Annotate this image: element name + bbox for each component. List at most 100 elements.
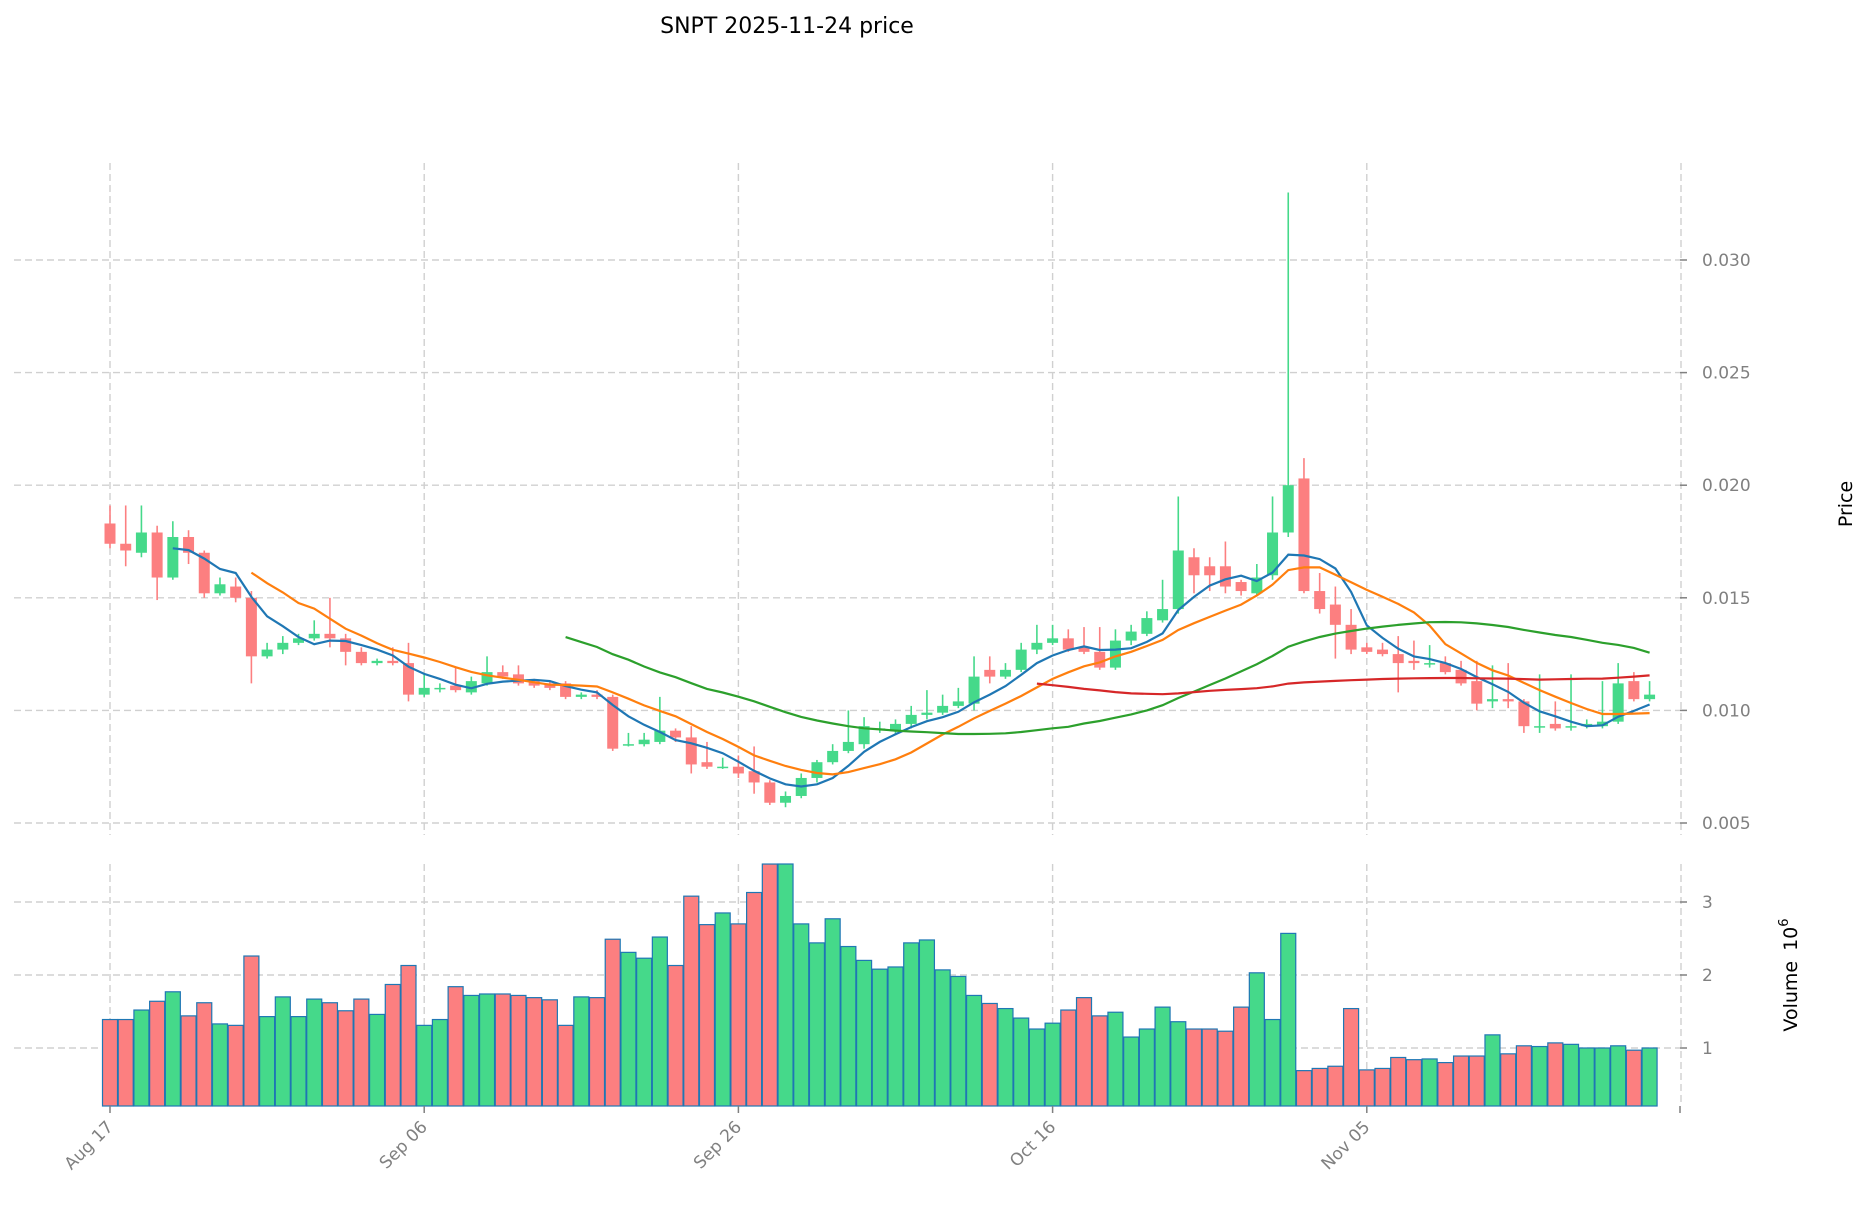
- volume-bar: [1547, 1042, 1564, 1107]
- volume-bar: [243, 955, 260, 1107]
- volume-bar: [761, 863, 778, 1107]
- ma30-line: [565, 620, 1650, 736]
- volume-bar: [1342, 1007, 1360, 1107]
- volume-bar: [1405, 1059, 1423, 1107]
- volume-bar: [1421, 1058, 1438, 1107]
- volume-bar: [1515, 1045, 1533, 1107]
- candle-body: [214, 584, 226, 594]
- volume-bar: [903, 942, 920, 1107]
- candle-body: [1314, 591, 1326, 610]
- volume-bar: [997, 1007, 1014, 1107]
- candles: [104, 192, 1656, 808]
- candle-body: [245, 597, 257, 657]
- volume-bar: [620, 951, 637, 1107]
- candle-body: [120, 543, 132, 551]
- candle-body: [261, 649, 273, 657]
- candle-body: [1078, 647, 1090, 652]
- candle-body: [890, 723, 901, 731]
- candle-body: [151, 532, 163, 578]
- x-tick-label: Sep 26: [690, 1117, 746, 1173]
- volume-bar: [1468, 1055, 1485, 1107]
- volume-bar: [1201, 1028, 1218, 1107]
- candle-body: [1267, 532, 1279, 576]
- candle-body: [1329, 604, 1341, 625]
- candle-body: [371, 660, 383, 664]
- price-axis-label: Price: [1835, 481, 1857, 527]
- volume-bar: [510, 994, 527, 1107]
- candle-body: [1424, 663, 1436, 665]
- candle-body: [324, 633, 336, 639]
- candle-body: [1534, 726, 1546, 728]
- candle-body: [1015, 649, 1027, 670]
- candle-body: [1361, 647, 1373, 652]
- volume-bar: [588, 997, 606, 1107]
- candle-body: [842, 741, 854, 751]
- volume-bar: [1358, 1069, 1375, 1107]
- volume-bar: [1484, 1034, 1501, 1107]
- volume-bar: [541, 999, 558, 1107]
- candle-body: [811, 762, 823, 778]
- volume-bar: [384, 983, 401, 1107]
- volume-bar: [368, 1013, 386, 1107]
- candle-body: [1251, 577, 1263, 594]
- candle-body: [638, 739, 650, 745]
- volume-bar: [463, 994, 480, 1107]
- candle-body: [497, 672, 509, 677]
- candle-body: [277, 642, 289, 650]
- candle-body: [1109, 640, 1121, 668]
- candle-body: [1581, 723, 1593, 727]
- volume-bar: [1044, 1022, 1061, 1107]
- candle-body: [732, 766, 744, 774]
- candle-body: [905, 714, 917, 724]
- volume-tick-label: 3: [1702, 893, 1713, 913]
- candle-body: [780, 795, 792, 803]
- candle-body: [1518, 701, 1530, 727]
- candle-body: [1062, 638, 1074, 650]
- volume-bar: [730, 923, 747, 1107]
- volume-bar: [651, 936, 668, 1107]
- ma10-line: [250, 566, 1650, 776]
- volume-bar: [573, 996, 590, 1107]
- candle-body: [434, 687, 446, 690]
- volume-bar: [274, 996, 291, 1107]
- candle-body: [230, 586, 242, 598]
- volume-bar: [1060, 1009, 1077, 1107]
- candle-body: [1219, 566, 1231, 587]
- candle-body: [591, 694, 603, 697]
- candle-body: [654, 730, 666, 742]
- candle-body: [622, 744, 634, 746]
- candle-body: [858, 726, 870, 745]
- volume-bar: [164, 991, 181, 1107]
- candle-body: [481, 672, 493, 684]
- volume-bar: [447, 986, 464, 1107]
- candle-body: [135, 532, 147, 553]
- candle-body: [355, 651, 367, 664]
- candle-body: [402, 663, 414, 695]
- candle-body: [1204, 566, 1216, 576]
- candle-body: [701, 762, 713, 767]
- volume-bar: [1452, 1055, 1470, 1107]
- volume-tick-label: 2: [1702, 966, 1713, 986]
- volume-bar: [117, 1018, 134, 1107]
- volume-bar: [934, 969, 951, 1107]
- volume-bar: [746, 891, 763, 1107]
- volume-bar: [1028, 1028, 1045, 1107]
- volume-bar: [604, 938, 621, 1107]
- volume-bar: [855, 959, 873, 1107]
- volume-bar: [1107, 1011, 1124, 1107]
- volume-bar: [981, 1002, 998, 1107]
- volume-bar: [1013, 1017, 1030, 1107]
- candle-body: [1486, 699, 1498, 702]
- volume-bar: [1390, 1056, 1407, 1107]
- volume-bar: [714, 912, 731, 1107]
- candle-body: [1172, 550, 1184, 610]
- volume-bars: [101, 863, 1658, 1107]
- candle-body: [1157, 609, 1169, 621]
- volume-bar: [667, 964, 684, 1107]
- volume-bar: [149, 1000, 166, 1107]
- candle-body: [1282, 485, 1294, 533]
- candle-body: [1455, 669, 1467, 684]
- candle-body: [1141, 618, 1153, 634]
- x-tick-label: Oct 16: [1006, 1117, 1060, 1171]
